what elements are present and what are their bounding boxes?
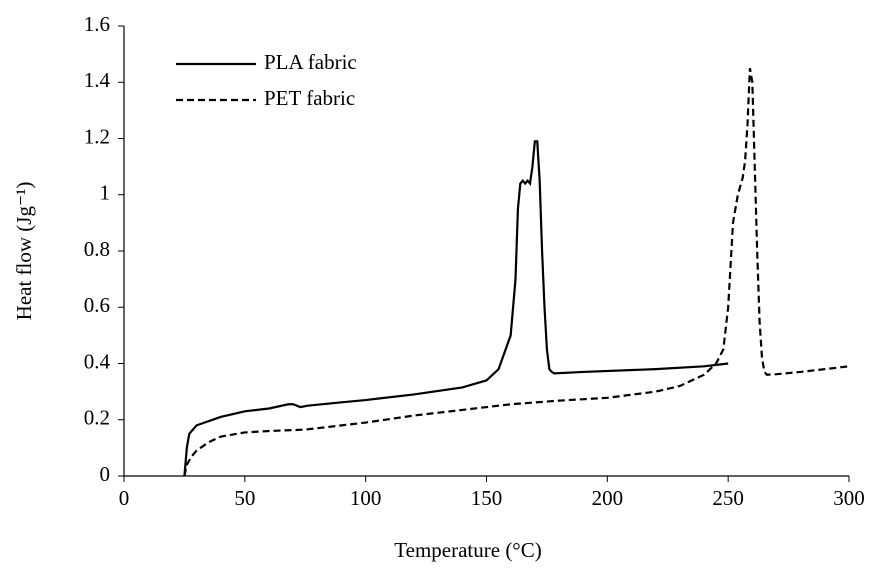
x-tick-label: 150: [471, 486, 503, 510]
y-axis-label: Heat flow (Jg⁻¹): [12, 182, 36, 321]
y-tick-label: 1.2: [84, 124, 110, 148]
y-tick-label: 0.8: [84, 237, 110, 261]
y-tick-label: 0.6: [84, 293, 110, 317]
y-tick-label: 0.4: [84, 349, 111, 373]
y-tick-label: 1.6: [84, 12, 110, 36]
data-line: [183, 140, 729, 477]
x-tick-label: 100: [350, 486, 382, 510]
x-tick-label: 200: [592, 486, 624, 510]
y-tick-label: 0: [100, 462, 111, 486]
x-tick-label: 0: [119, 486, 130, 510]
x-tick-label: 250: [712, 486, 744, 510]
y-tick-label: 1: [100, 181, 111, 205]
y-tick-label: 1.4: [84, 68, 111, 92]
x-tick-label: 50: [234, 486, 255, 510]
data-line: [183, 68, 850, 477]
x-tick-label: 300: [833, 486, 865, 510]
y-tick-label: 0.2: [84, 406, 110, 430]
legend-label: PET fabric: [264, 86, 355, 110]
legend-label: PLA fabric: [264, 50, 357, 74]
x-axis-label: Temperature (°C): [394, 538, 541, 562]
